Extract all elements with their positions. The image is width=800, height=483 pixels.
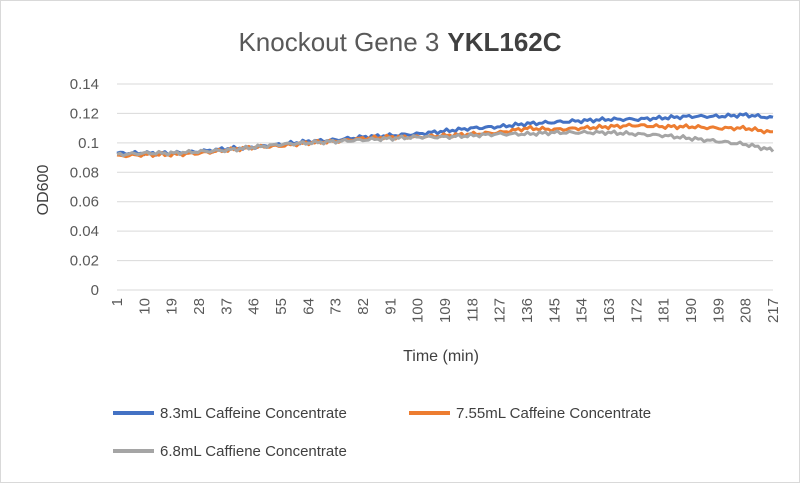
y-tick-label: 0.02 xyxy=(70,253,99,270)
chart-title: Knockout Gene 3 YKL162C xyxy=(238,27,561,57)
x-tick-label: 37 xyxy=(218,298,235,315)
legend-label: 6.8mL Caffiene Concentrate xyxy=(160,443,347,460)
x-tick-label: 100 xyxy=(410,298,427,323)
y-tick-label: 0.04 xyxy=(70,223,99,240)
y-axis-label: OD600 xyxy=(35,165,52,216)
x-tick-label: 1 xyxy=(109,298,126,306)
x-tick-label: 190 xyxy=(683,298,700,323)
y-tick-label: 0.1 xyxy=(78,135,99,152)
y-tick-label: 0.06 xyxy=(70,194,99,211)
x-tick-label: 181 xyxy=(656,298,673,323)
y-axis-ticks: 0 0.02 0.04 0.06 0.08 0.1 0.12 0.14 xyxy=(70,76,99,299)
chart-title-main: Knockout Gene 3 xyxy=(238,27,439,57)
x-axis-label: Time (min) xyxy=(403,348,479,365)
x-tick-label: 91 xyxy=(382,298,399,315)
x-tick-label: 19 xyxy=(164,298,181,315)
x-tick-label: 154 xyxy=(574,298,591,323)
series-lines xyxy=(116,112,775,159)
chart-title-gene: YKL162C xyxy=(447,27,561,57)
x-tick-label: 172 xyxy=(628,298,645,323)
x-tick-label: 82 xyxy=(355,298,372,315)
x-axis-ticks: 1 10 19 28 37 46 55 64 73 82 91 100 109 118 127 136 145 1… xyxy=(109,298,782,323)
x-tick-label: 109 xyxy=(437,298,454,323)
x-tick-label: 46 xyxy=(246,298,263,315)
x-tick-label: 55 xyxy=(273,298,290,315)
y-tick-label: 0.14 xyxy=(70,76,99,93)
legend-label: 8.3mL Caffeine Concentrate xyxy=(160,405,347,422)
series-line xyxy=(116,129,775,158)
x-tick-label: 208 xyxy=(738,298,755,323)
x-tick-label: 199 xyxy=(710,298,727,323)
x-tick-label: 64 xyxy=(300,298,317,315)
legend-label: 7.55mL Caffeine Concentrate xyxy=(456,405,651,422)
y-tick-label: 0.12 xyxy=(70,105,99,122)
gridlines xyxy=(117,83,773,262)
x-tick-label: 217 xyxy=(765,298,782,323)
x-tick-label: 163 xyxy=(601,298,618,323)
x-tick-label: 10 xyxy=(136,298,153,315)
y-tick-label: 0.08 xyxy=(70,164,99,181)
x-tick-label: 127 xyxy=(492,298,509,323)
x-tick-label: 73 xyxy=(328,298,345,315)
y-tick-label: 0 xyxy=(91,282,99,299)
x-tick-label: 145 xyxy=(546,298,563,323)
x-tick-label: 28 xyxy=(191,298,208,315)
x-tick-label: 136 xyxy=(519,298,536,323)
x-tick-label: 118 xyxy=(464,298,481,322)
legend: 8.3mL Caffeine Concentrate 7.55mL Caffein… xyxy=(113,405,651,460)
